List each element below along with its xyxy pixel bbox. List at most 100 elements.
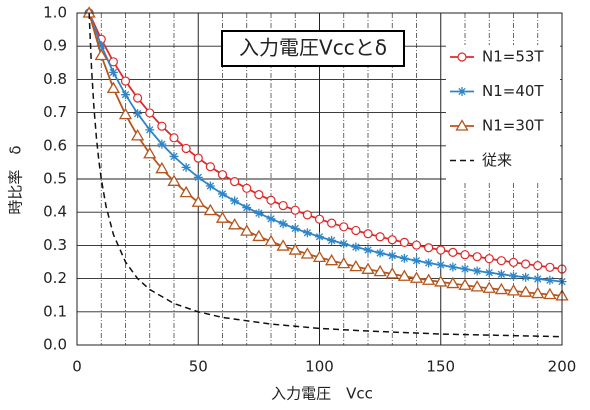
marker [315, 232, 324, 242]
marker [339, 239, 349, 249]
marker [543, 287, 557, 300]
marker [399, 237, 409, 248]
marker [312, 250, 327, 263]
marker [518, 285, 533, 297]
marker [446, 276, 460, 289]
marker [118, 107, 133, 120]
series-line [88, 12, 563, 338]
marker [106, 81, 121, 94]
marker [290, 205, 300, 215]
y-tick-label: 0.6 [43, 136, 67, 154]
y-tick-label: 1.0 [43, 4, 67, 22]
marker [472, 266, 482, 276]
marker [482, 281, 496, 293]
marker [157, 121, 167, 131]
marker [521, 259, 531, 269]
marker [314, 214, 325, 224]
marker [545, 262, 555, 272]
marker [339, 222, 349, 232]
marker [155, 161, 169, 174]
marker [436, 245, 446, 255]
marker [458, 278, 472, 290]
marker [266, 214, 276, 224]
marker [349, 259, 363, 272]
marker [145, 108, 155, 118]
marker [506, 284, 521, 296]
marker [494, 282, 509, 295]
marker [108, 67, 118, 77]
marker [230, 196, 240, 206]
marker [508, 257, 519, 267]
marker [531, 286, 545, 299]
marker [399, 253, 409, 263]
y-tick-label: 0.2 [43, 269, 67, 287]
y-tick-label: 0.1 [43, 302, 67, 320]
marker [218, 189, 227, 199]
marker [460, 250, 470, 260]
marker [130, 129, 145, 141]
marker [300, 247, 315, 259]
series-line [88, 12, 563, 270]
legend-box [446, 45, 560, 181]
marker [545, 275, 555, 285]
marker [181, 143, 191, 154]
marker [351, 242, 361, 252]
y-tick-label: 0.3 [43, 236, 67, 254]
marker [337, 256, 351, 269]
y-tick-label: 0.9 [43, 37, 67, 55]
y-tick-label: 0.0 [43, 336, 67, 354]
marker [215, 211, 230, 223]
plot-border [76, 12, 563, 346]
x-tick-label: 150 [426, 358, 455, 376]
y-tick-label: 0.5 [43, 170, 67, 188]
marker [327, 218, 337, 228]
marker [412, 256, 421, 266]
legend-label: N1=30T [482, 117, 544, 135]
marker [424, 258, 434, 268]
legend-label: N1=40T [482, 82, 544, 100]
marker [509, 271, 518, 281]
y-tick-label: 0.7 [43, 103, 67, 121]
marker [133, 109, 143, 119]
marker [240, 224, 254, 236]
marker [254, 190, 264, 200]
marker [409, 271, 424, 283]
marker [472, 252, 482, 262]
marker [373, 264, 387, 277]
marker [496, 269, 506, 279]
marker [254, 208, 264, 218]
marker [167, 174, 181, 186]
marker [533, 261, 543, 271]
legend-label: 従来 [482, 151, 512, 169]
marker [266, 195, 276, 205]
marker [278, 200, 288, 211]
marker [193, 172, 203, 182]
marker [157, 139, 167, 149]
x-tick-label: 0 [72, 358, 82, 376]
marker [434, 275, 448, 287]
x-tick-label: 100 [305, 358, 334, 376]
marker [181, 162, 191, 172]
legend: N1=53T N1=40T N1=30T 従来 [446, 45, 560, 181]
marker [217, 170, 228, 180]
marker [351, 225, 361, 236]
y-tick-label: 0.4 [43, 203, 67, 221]
marker [470, 280, 484, 292]
marker [96, 41, 106, 51]
marker [496, 256, 506, 266]
legend-label: N1=53T [482, 48, 544, 66]
marker [288, 243, 302, 255]
y-axis-title: 時比率 δ [7, 145, 25, 214]
marker [242, 203, 252, 213]
marker [264, 234, 278, 247]
x-tick-label: 50 [189, 358, 208, 376]
marker [460, 264, 470, 274]
x-axis-title: 入力電圧 Vcc [271, 385, 373, 403]
marker [227, 218, 242, 230]
marker [203, 203, 218, 216]
marker [205, 162, 215, 172]
marker [363, 245, 373, 255]
marker [521, 272, 531, 282]
marker [121, 90, 130, 100]
title-box [221, 30, 405, 67]
